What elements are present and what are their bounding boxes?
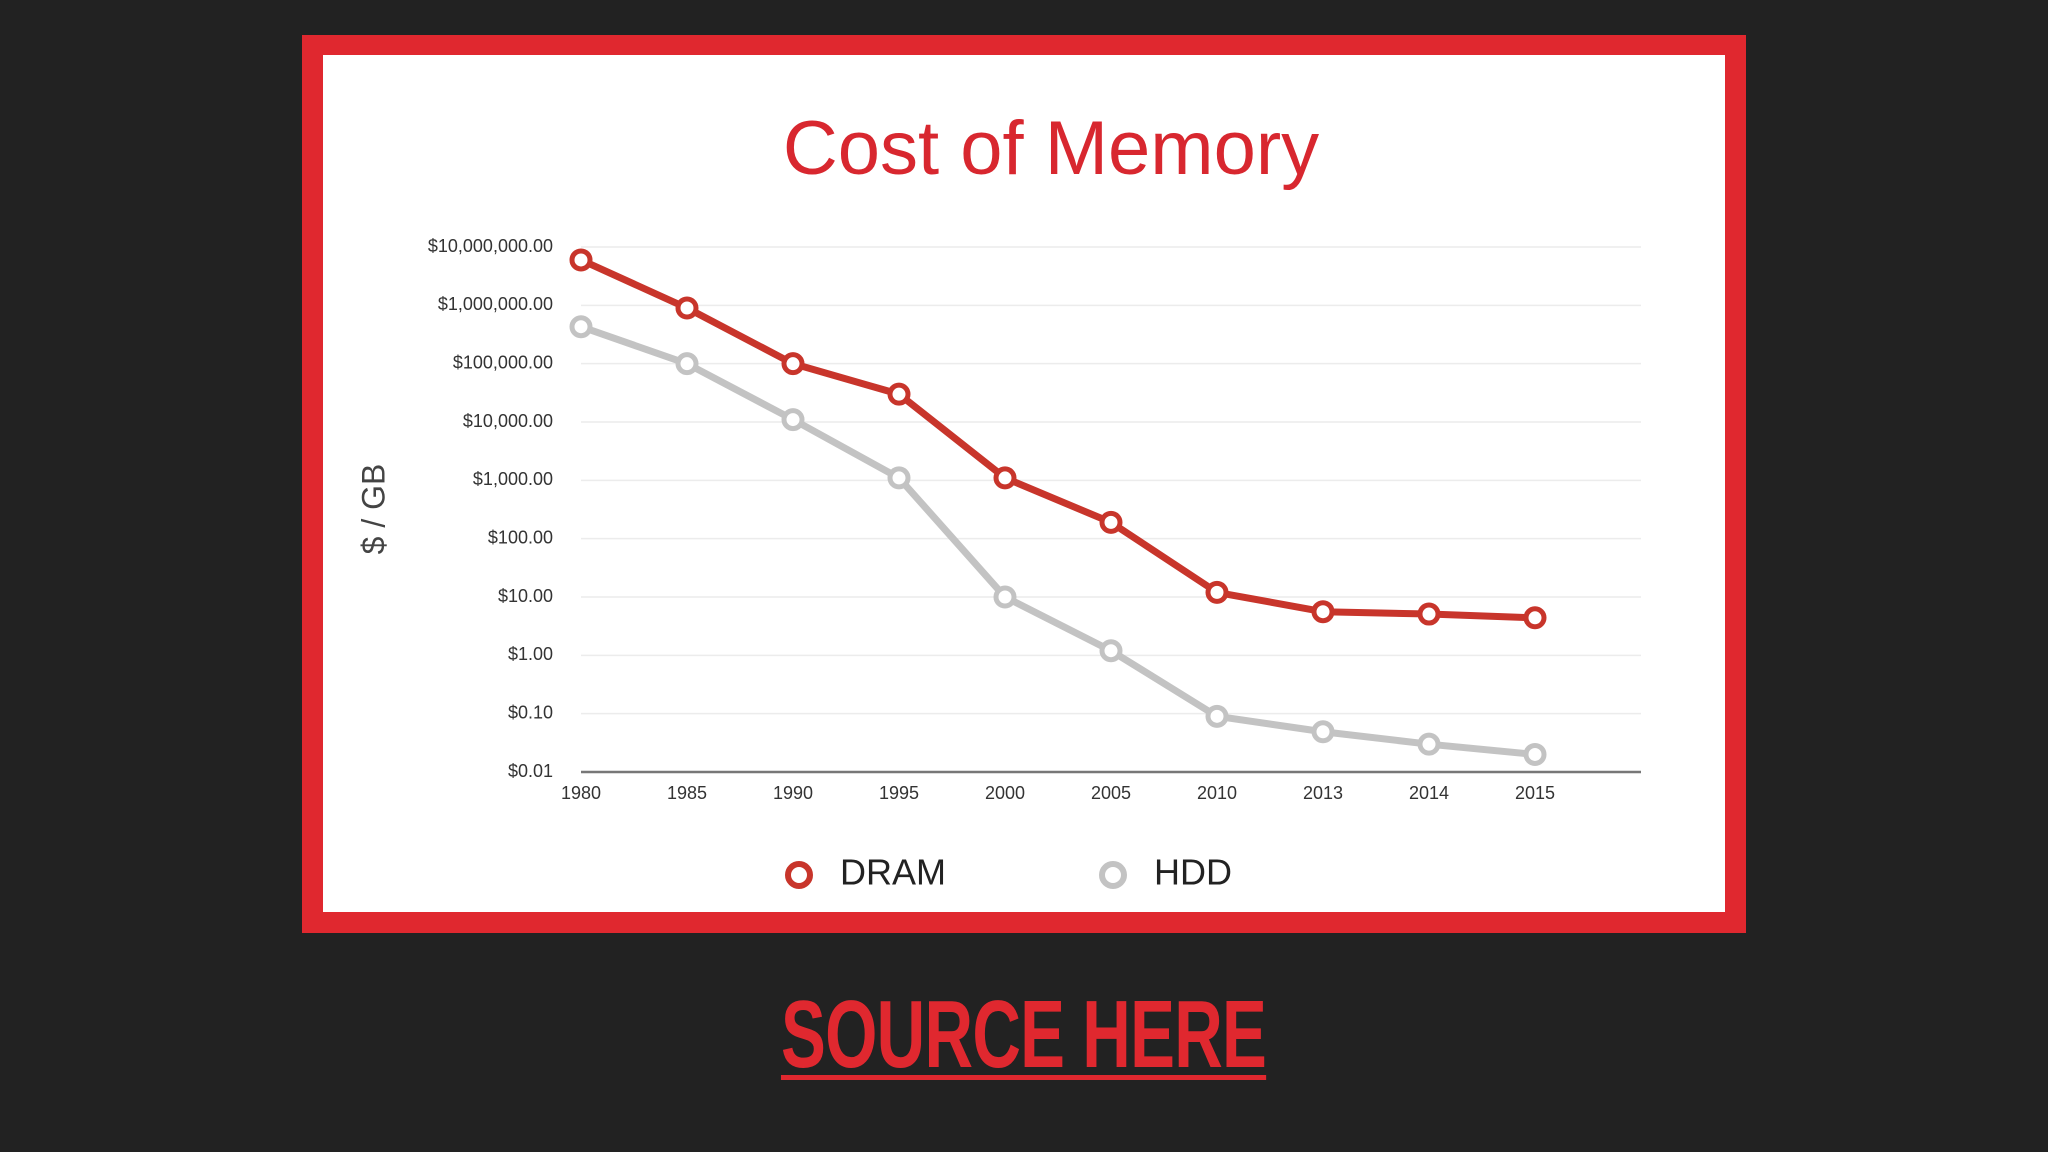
data-point [1099,639,1123,663]
data-point [993,585,1017,609]
y-tick-label: $10,000.00 [463,411,553,431]
chart-title: Cost of Memory [783,106,1319,191]
series-line [579,256,1536,622]
x-tick-label: 2000 [985,783,1025,803]
y-tick-label: $1,000,000.00 [438,294,553,314]
data-point [781,408,805,432]
data-point [887,466,911,490]
y-tick-label: $1,000.00 [473,469,553,489]
source-link[interactable]: SOURCE HERE [781,981,1267,1088]
y-tick-label: $0.01 [508,761,553,781]
x-tick-label: 2014 [1409,783,1449,803]
legend-label: DRAM [840,852,946,893]
data-point [1311,600,1335,624]
data-point [1523,606,1547,630]
data-point [781,352,805,376]
x-tick-label: 1990 [773,783,813,803]
y-axis-label: $ / GB [355,464,391,555]
data-point [1417,732,1441,756]
data-point [675,352,699,376]
data-point [1099,510,1123,534]
data-point [1311,720,1335,744]
y-tick-label: $1.00 [508,644,553,664]
data-point [1523,742,1547,766]
y-tick-label: $100,000.00 [453,352,553,372]
y-tick-label: $0.10 [508,702,553,722]
data-point [1205,580,1229,604]
x-tick-label: 2015 [1515,783,1555,803]
data-point [569,248,593,272]
data-point [1205,704,1229,728]
y-tick-label: $10,000,000.00 [428,236,553,256]
x-tick-label: 2010 [1197,783,1237,803]
slide: Cost of Memory $ / GB $10,000,000.00 $1,0… [302,35,1746,933]
x-tick-label: 1985 [667,783,707,803]
source-link-container: SOURCE HERE [0,980,2048,1090]
data-point [993,466,1017,490]
x-tick-label: 1995 [879,783,919,803]
x-tick-label: 2013 [1303,783,1343,803]
legend-marker [785,861,813,889]
data-point [675,296,699,320]
data-point [887,382,911,406]
y-tick-label: $100.00 [488,527,553,547]
data-point [569,315,593,339]
y-tick-label: $10.00 [498,586,553,606]
series-line [579,323,1536,758]
data-point [1417,602,1441,626]
x-tick-label: 2005 [1091,783,1131,803]
legend-label: HDD [1154,852,1232,893]
legend-marker [1099,861,1127,889]
x-tick-label: 1980 [561,783,601,803]
